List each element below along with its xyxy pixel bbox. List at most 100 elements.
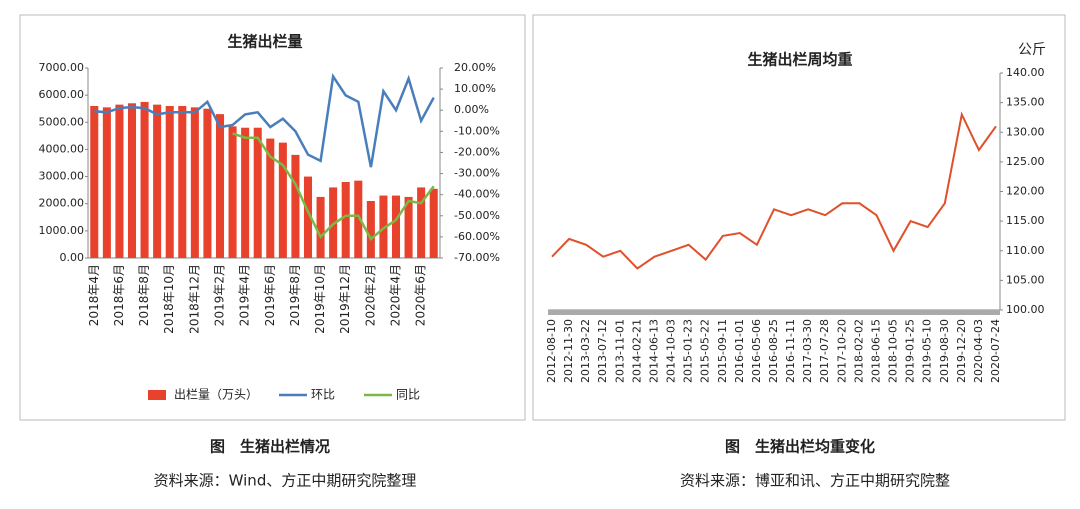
x-tick-label: 2019年10月: [313, 264, 327, 334]
x-tick-label: 2019-05-10: [921, 319, 934, 383]
x-tick-label: 2019年8月: [288, 264, 302, 326]
y2-tick-label: 10.00%: [454, 82, 496, 95]
bar: [127, 103, 137, 259]
bar: [140, 101, 149, 258]
y2-tick-label: 20.00%: [454, 61, 496, 74]
x-tick-label: 2016-05-06: [750, 319, 763, 383]
y-tick-label: 135.00: [1006, 96, 1045, 109]
y2-tick-label: -20.00%: [454, 145, 500, 158]
y-tick-label: 3000.00: [39, 170, 85, 183]
caption-title: 图 生猪出栏情况: [210, 438, 330, 456]
x-tick-label: 2019年4月: [238, 264, 252, 326]
x-tick-label: 2020年2月: [363, 264, 377, 326]
x-tick-label: 2013-07-12: [596, 319, 609, 383]
bar: [203, 108, 212, 258]
x-tick-label: 2016-01-01: [733, 319, 746, 383]
bar: [190, 107, 199, 258]
x-tick-label: 2018-10-05: [887, 319, 900, 383]
y-tick-label: 115.00: [1006, 214, 1045, 227]
y-tick-label: 5000.00: [39, 115, 85, 128]
x-tick-label: 2019-12-20: [955, 319, 968, 383]
x-tick-label: 2018年4月: [87, 264, 101, 326]
bar: [379, 195, 388, 258]
y2-tick-label: 0.00%: [454, 103, 489, 116]
bar: [90, 106, 99, 258]
x-tick-label: 2016-11-11: [784, 319, 797, 383]
x-tick-label: 2019年6月: [263, 264, 277, 326]
x-tick-label: 2015-05-22: [699, 319, 712, 383]
bar: [278, 142, 287, 258]
chart-frame: [532, 14, 1066, 421]
y-tick-label: 0.00: [60, 251, 85, 264]
line: [232, 132, 435, 241]
legend-swatch: [148, 390, 166, 400]
bar: [253, 127, 262, 258]
x-tick-label: 2019-01-25: [904, 319, 917, 383]
legend-label: 出栏量（万头）: [174, 387, 258, 402]
y2-tick-label: -50.00%: [454, 209, 500, 222]
bar: [316, 196, 325, 258]
caption-source: 资料来源：博亚和讯、方正中期研究院整: [680, 472, 950, 490]
bar: [404, 196, 413, 258]
y2-tick-label: -30.00%: [454, 167, 500, 180]
bar: [303, 176, 313, 258]
y-tick-label: 1000.00: [39, 224, 85, 237]
x-tick-label: 2019年2月: [213, 264, 227, 326]
bar: [228, 126, 237, 258]
x-tick-label: 2020年4月: [389, 264, 403, 326]
x-tick-label: 2014-02-21: [630, 319, 643, 383]
y-tick-label: 105.00: [1006, 273, 1045, 286]
legend-label: 环比: [311, 388, 335, 402]
y-tick-label: 130.00: [1006, 125, 1045, 138]
x-tick-label: 2018年12月: [187, 264, 201, 334]
x-tick-label: 2020-04-03: [972, 319, 985, 383]
bar: [178, 106, 187, 258]
x-tick-label: 2017-07-28: [818, 319, 831, 383]
x-tick-label: 2017-10-20: [835, 319, 848, 383]
x-tick-label: 2019年12月: [338, 264, 352, 334]
y-tick-label: 140.00: [1006, 66, 1045, 79]
bar: [429, 188, 438, 258]
y-tick-label: 100.00: [1006, 303, 1045, 316]
x-tick-label: 2014-06-13: [647, 319, 660, 383]
y-tick-label: 7000.00: [39, 61, 85, 74]
y-tick-label: 6000.00: [39, 88, 85, 101]
y2-tick-label: -60.00%: [454, 230, 500, 243]
x-tick-label: 2012-08-10: [545, 319, 558, 383]
x-tick-label: 2015-09-11: [716, 319, 729, 383]
x-tick-label: 2018年8月: [137, 264, 151, 326]
x-tick-label: 2014-10-03: [665, 319, 678, 383]
x-tick-label: 2018年10月: [162, 264, 176, 334]
legend-label: 同比: [396, 388, 420, 402]
bar: [215, 114, 225, 259]
caption-source: 资料来源：Wind、方正中期研究院整理: [154, 472, 417, 490]
x-tick-label: 2019-08-30: [938, 319, 951, 383]
bar: [153, 104, 162, 259]
y2-tick-label: -10.00%: [454, 124, 500, 137]
x-tick-label: 2016-08-25: [767, 319, 780, 383]
x-tick-label: 2020-07-24: [989, 319, 1002, 383]
y-tick-label: 120.00: [1006, 185, 1045, 198]
bar: [291, 154, 300, 258]
bar: [354, 180, 363, 258]
chart-title: 生猪出栏量: [227, 33, 302, 51]
x-tick-label: 2013-03-22: [579, 319, 592, 383]
y-tick-label: 4000.00: [39, 142, 85, 155]
x-tick-label: 2012-11-30: [562, 319, 575, 383]
y-tick-label: 110.00: [1006, 244, 1045, 257]
x-tick-label: 2018-02-02: [852, 319, 865, 383]
bar: [165, 106, 174, 258]
bar: [115, 104, 124, 259]
x-tick-band: [548, 310, 1000, 315]
bar: [266, 138, 275, 258]
y2-tick-label: -70.00%: [454, 251, 500, 264]
caption-title: 图 生猪出栏均重变化: [725, 438, 875, 456]
x-tick-label: 2015-01-23: [682, 319, 695, 383]
x-tick-label: 2013-11-01: [613, 319, 626, 383]
y-axis-label: 公斤: [1018, 42, 1046, 58]
bar: [366, 201, 375, 258]
y2-tick-label: -40.00%: [454, 188, 500, 201]
x-tick-label: 2018-06-15: [869, 319, 882, 383]
